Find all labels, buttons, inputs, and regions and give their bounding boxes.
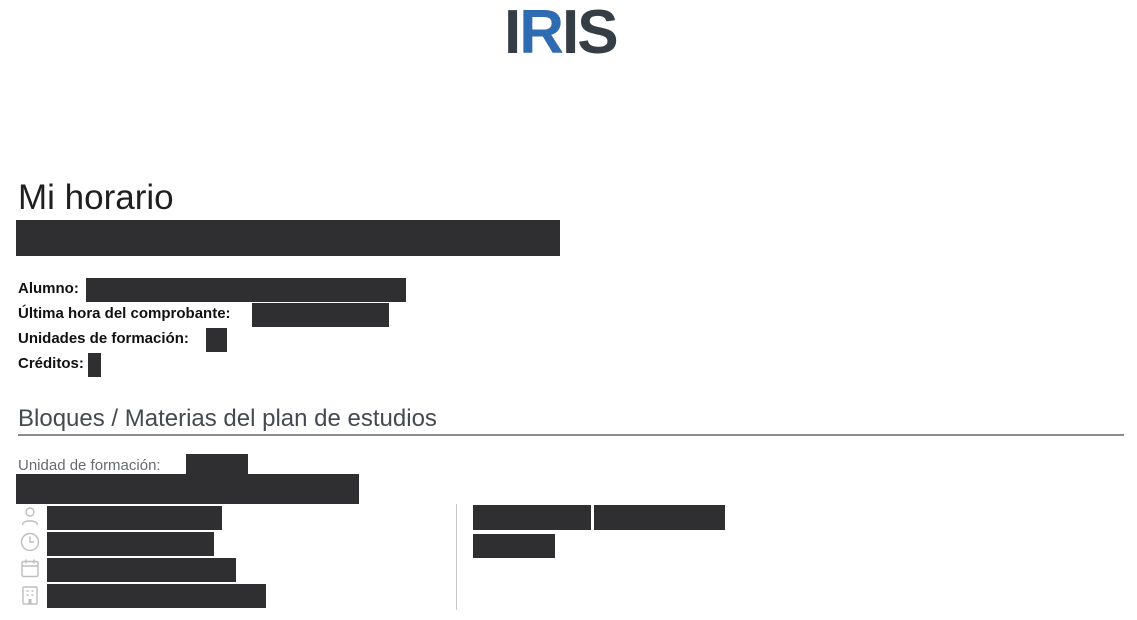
redacted-time	[47, 532, 214, 556]
redacted-room	[47, 584, 266, 608]
page-title: Mi horario	[18, 178, 174, 217]
redacted-alumno-value	[86, 278, 406, 302]
creditos-label: Créditos:	[18, 355, 84, 372]
logo-letter-r: R	[519, 0, 564, 67]
redacted-unidades-value	[206, 328, 227, 352]
redacted-schedule-day	[473, 505, 591, 530]
redacted-unit-code	[186, 454, 248, 476]
calendar-icon	[20, 558, 40, 578]
redacted-schedule-time	[594, 505, 725, 530]
redacted-unit-name	[16, 474, 359, 504]
redacted-creditos-value	[88, 353, 101, 377]
logo-letters-is: IS	[562, 0, 619, 67]
person-icon	[20, 506, 40, 526]
clock-icon	[20, 532, 40, 552]
section-divider	[18, 434, 1124, 436]
logo-letter-i: I	[504, 0, 521, 67]
iris-logo: IRIS	[504, 0, 619, 67]
section-heading: Bloques / Materias del plan de estudios	[18, 405, 437, 432]
building-icon	[20, 585, 40, 605]
redacted-teacher	[47, 506, 222, 530]
redacted-schedule-extra	[473, 534, 555, 558]
alumno-label: Alumno:	[18, 280, 79, 297]
ultima-hora-label: Última hora del comprobante:	[18, 305, 231, 322]
redacted-ultima-hora-value	[252, 303, 389, 327]
unidades-label: Unidades de formación:	[18, 330, 189, 347]
unit-label: Unidad de formación:	[18, 457, 161, 474]
redacted-program-name	[16, 220, 560, 256]
column-divider	[456, 504, 457, 610]
redacted-dates	[47, 558, 236, 582]
